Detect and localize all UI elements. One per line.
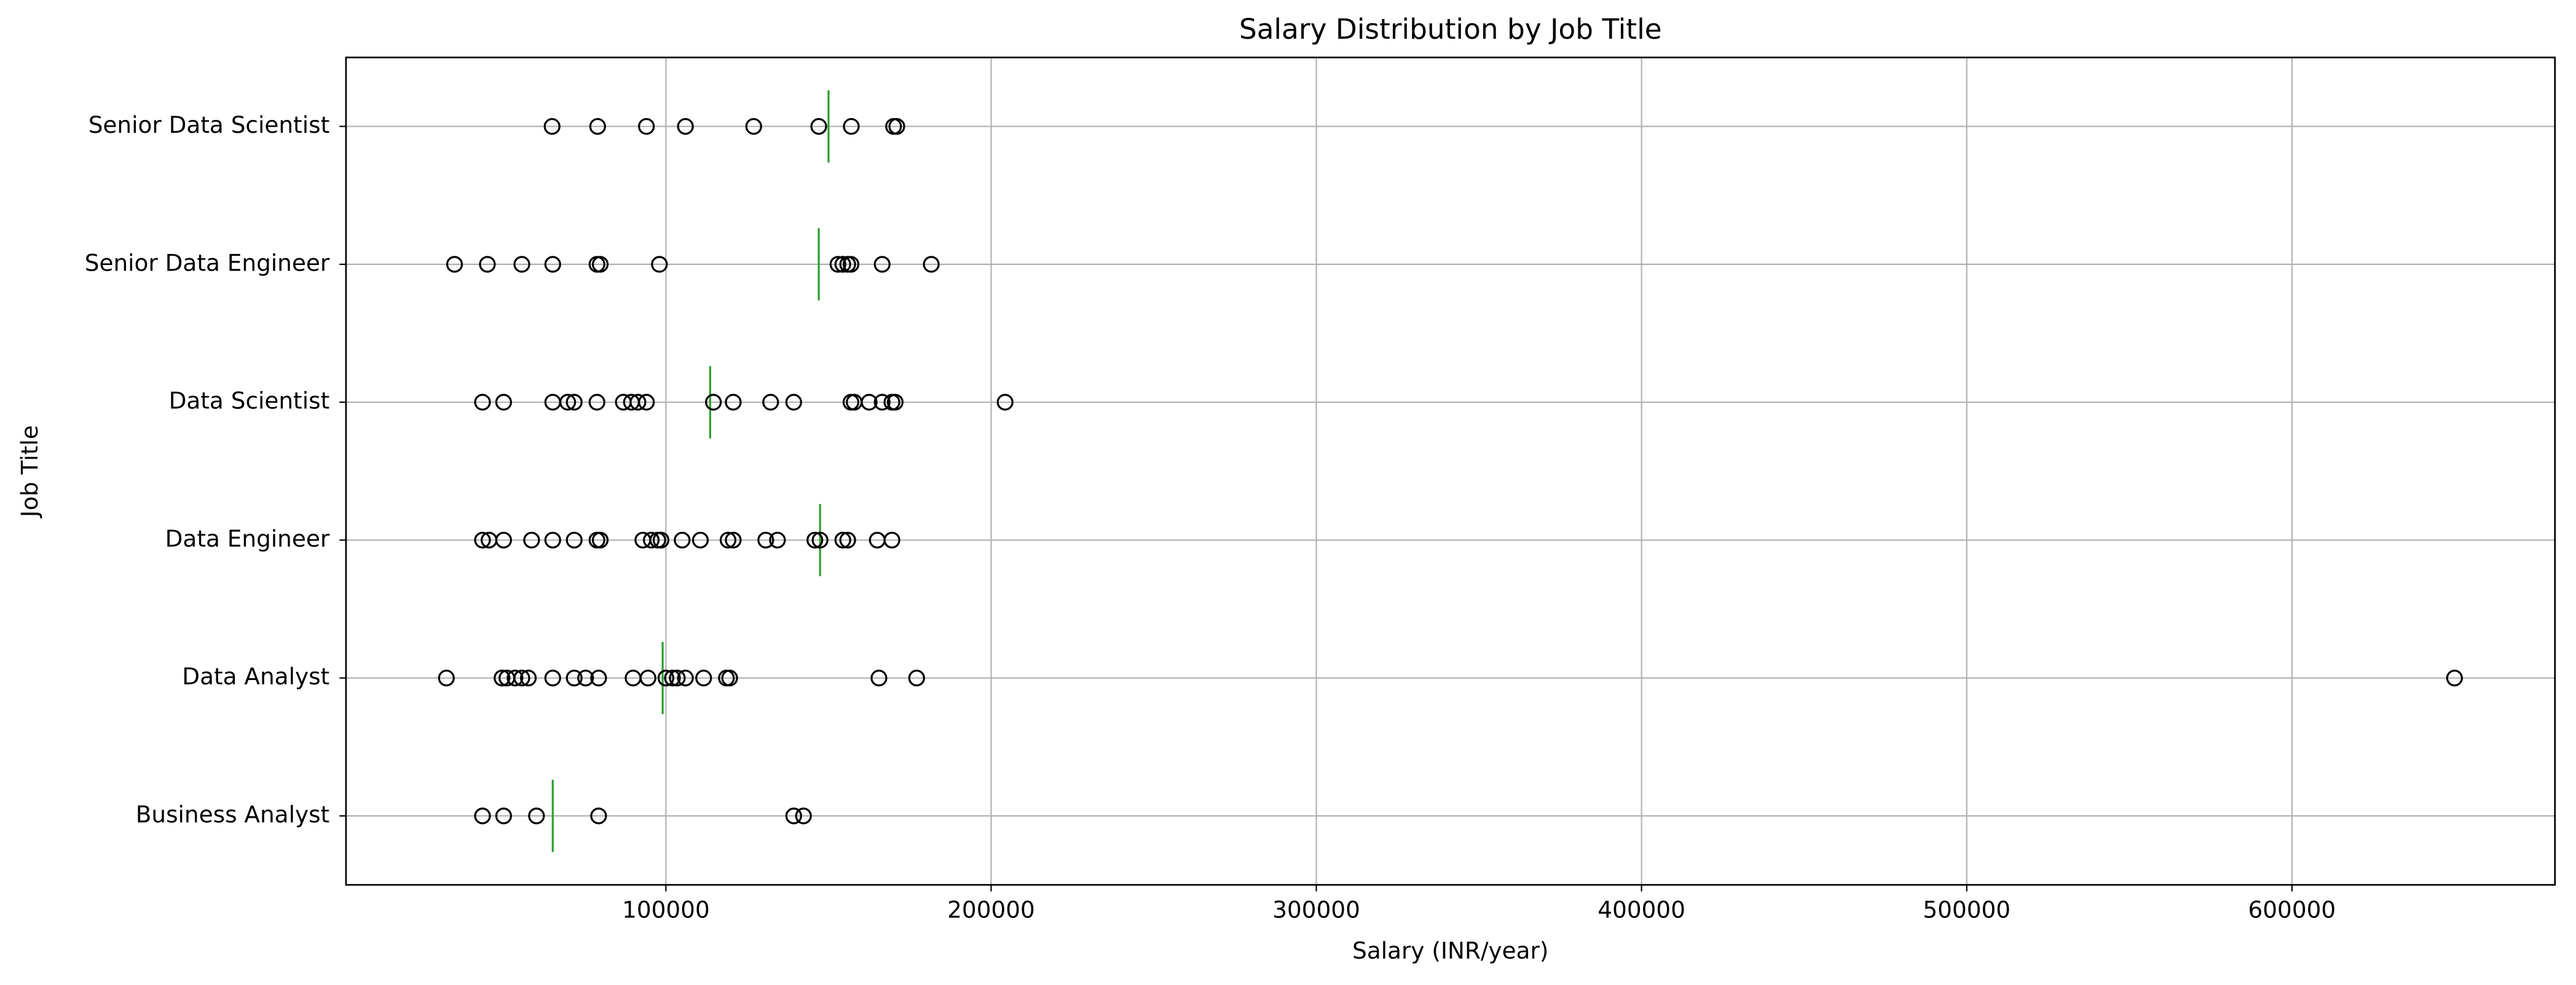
- x-tick-label: 100000: [622, 896, 710, 923]
- outlier-point: [589, 117, 606, 135]
- outlier-point: [528, 807, 545, 825]
- outlier-point: [474, 394, 491, 411]
- outlier-point: [479, 256, 496, 273]
- outlier-point: [629, 394, 647, 411]
- outlier-point: [769, 531, 786, 549]
- outlier-point: [762, 394, 779, 411]
- outlier-point: [785, 807, 802, 825]
- outlier-point: [495, 807, 513, 825]
- outlier-point: [513, 256, 530, 273]
- outlier-point: [664, 670, 681, 687]
- outlier-point: [745, 117, 762, 135]
- outlier-point: [590, 670, 607, 687]
- y-tick-label: Data Scientist: [169, 387, 330, 414]
- outlier-point: [544, 670, 561, 687]
- outlier-point: [544, 531, 561, 549]
- outlier-point: [590, 807, 607, 825]
- outlier-point: [996, 394, 1014, 411]
- outlier-point: [565, 531, 583, 549]
- outlier-point: [591, 531, 609, 549]
- outlier-point: [839, 531, 856, 549]
- outlier-point: [495, 531, 513, 549]
- outlier-point: [446, 256, 463, 273]
- outlier-point: [695, 670, 712, 687]
- outlier-point: [888, 117, 905, 135]
- outlier-point: [873, 256, 891, 273]
- outlier-point: [651, 256, 668, 273]
- y-tick-label: Business Analyst: [136, 801, 329, 828]
- outlier-point: [565, 670, 583, 687]
- outlier-point: [506, 670, 524, 687]
- chart-title: Salary Distribution by Job Title: [1239, 13, 1662, 45]
- outlier-point: [652, 531, 670, 549]
- outlier-point: [669, 670, 686, 687]
- outlier-point: [543, 117, 561, 135]
- outlier-point: [870, 670, 888, 687]
- outlier-point: [842, 256, 860, 273]
- y-axis-label: Job Title: [16, 425, 43, 518]
- outlier-point: [638, 117, 655, 135]
- x-tick-label: 300000: [1272, 896, 1360, 923]
- outlier-point: [721, 670, 738, 687]
- outlier-point: [519, 670, 537, 687]
- outlier-point: [474, 807, 491, 825]
- outlier-point: [639, 670, 656, 687]
- outlier-point: [806, 531, 824, 549]
- outlier-point: [513, 670, 530, 687]
- outlier-point: [559, 394, 577, 411]
- outlier-point: [785, 394, 802, 411]
- x-tick-label: 200000: [947, 896, 1035, 923]
- outlier-point: [438, 670, 455, 687]
- outlier-point: [677, 117, 694, 135]
- outlier-point: [873, 394, 891, 411]
- x-axis-label: Salary (INR/year): [1352, 937, 1548, 964]
- outlier-point: [2446, 670, 2464, 687]
- outlier-point: [674, 531, 691, 549]
- outlier-point: [886, 394, 904, 411]
- outlier-point: [883, 531, 900, 549]
- outlier-point: [523, 531, 540, 549]
- y-tick-label: Senior Data Engineer: [85, 249, 330, 276]
- outlier-point: [565, 394, 583, 411]
- outlier-point: [861, 394, 878, 411]
- outlier-point: [591, 256, 609, 273]
- outlier-point: [834, 531, 851, 549]
- outlier-point: [691, 531, 709, 549]
- outlier-point: [834, 256, 851, 273]
- outlier-point: [725, 394, 742, 411]
- outlier-point: [494, 670, 511, 687]
- plot-frame: [345, 57, 2556, 886]
- outlier-point: [908, 670, 925, 687]
- outlier-point: [719, 531, 737, 549]
- outlier-point: [474, 531, 491, 549]
- y-tick-label: Senior Data Scientist: [89, 111, 330, 138]
- y-tick-label: Data Engineer: [165, 525, 330, 552]
- outlier-point: [725, 531, 742, 549]
- outlier-point: [923, 256, 940, 273]
- outlier-point: [588, 394, 605, 411]
- outlier-point: [544, 256, 561, 273]
- outlier-point: [642, 531, 660, 549]
- outlier-point: [657, 670, 675, 687]
- outlier-point: [795, 807, 812, 825]
- outlier-point: [757, 531, 774, 549]
- outlier-point: [843, 117, 860, 135]
- outlier-point: [810, 117, 827, 135]
- outlier-point: [677, 670, 694, 687]
- outlier-point: [495, 394, 513, 411]
- outlier-point: [705, 394, 722, 411]
- x-tick-label: 600000: [2248, 896, 2336, 923]
- y-tick-label: Data Analyst: [182, 663, 329, 690]
- x-tick-label: 400000: [1597, 896, 1685, 923]
- outlier-point: [577, 670, 594, 687]
- x-tick-label: 500000: [1923, 896, 2011, 923]
- outlier-point: [638, 394, 655, 411]
- outlier-point: [811, 531, 829, 549]
- outlier-point: [829, 256, 846, 273]
